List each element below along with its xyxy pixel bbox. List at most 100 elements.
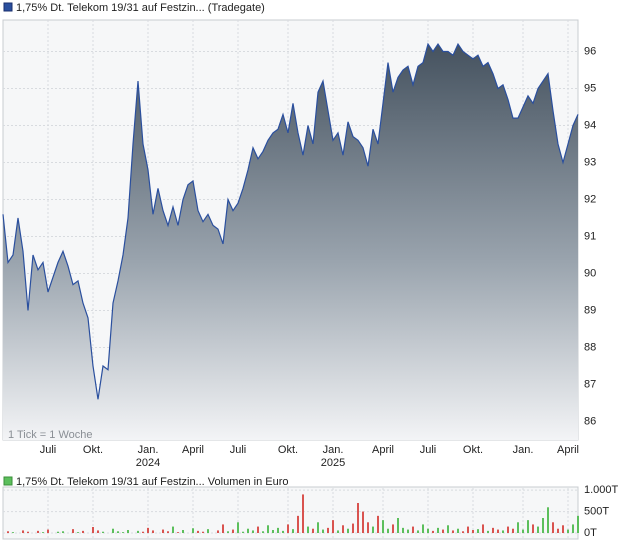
price-line bbox=[2, 42, 579, 400]
volume-bar bbox=[292, 529, 294, 533]
volume-bar bbox=[117, 531, 119, 533]
volume-bar bbox=[552, 522, 554, 533]
volume-bar bbox=[417, 530, 419, 533]
y-tick-label: 86 bbox=[584, 415, 596, 427]
volume-bar bbox=[197, 530, 199, 533]
volume-bar bbox=[192, 528, 194, 533]
volume-bar bbox=[222, 524, 224, 533]
x-tick-label: Juli bbox=[230, 444, 247, 456]
volume-bar bbox=[377, 515, 379, 533]
volume-bar bbox=[457, 528, 459, 533]
volume-bar bbox=[227, 531, 229, 533]
y-tick-label: 94 bbox=[584, 119, 596, 131]
volume-bar bbox=[362, 511, 364, 533]
volume-bar bbox=[102, 531, 104, 533]
volume-bar bbox=[527, 520, 529, 533]
volume-bar bbox=[347, 528, 349, 533]
volume-bar bbox=[522, 529, 524, 533]
price-area bbox=[3, 44, 578, 440]
volume-bar bbox=[422, 524, 424, 533]
volume-bar bbox=[202, 531, 204, 533]
volume-bar bbox=[12, 532, 14, 533]
volume-bar bbox=[442, 529, 444, 533]
volume-bar bbox=[47, 529, 49, 533]
volume-bar bbox=[112, 528, 114, 533]
volume-bar bbox=[217, 530, 219, 533]
volume-bar bbox=[307, 526, 309, 533]
legend-swatch bbox=[3, 476, 13, 486]
volume-bar bbox=[252, 530, 254, 533]
volume-bar bbox=[372, 526, 374, 533]
y-tick-label: 90 bbox=[584, 267, 596, 279]
x-tick-label: Juli bbox=[40, 444, 57, 456]
x-tick-label: April bbox=[182, 444, 204, 456]
volume-bar bbox=[22, 530, 24, 533]
volume-bar bbox=[567, 529, 569, 533]
x-tick-label: Juli bbox=[420, 444, 437, 456]
volume-bar bbox=[517, 522, 519, 533]
volume-bar bbox=[182, 530, 184, 533]
volume-bar bbox=[557, 528, 559, 533]
volume-bar bbox=[162, 529, 164, 533]
volume-bar bbox=[542, 518, 544, 533]
y-tick-label: 89 bbox=[584, 304, 596, 316]
volume-bar bbox=[137, 530, 139, 533]
volume-bar bbox=[467, 526, 469, 533]
volume-bar bbox=[572, 524, 574, 533]
volume-bar bbox=[507, 526, 509, 533]
volume-bar bbox=[382, 520, 384, 533]
volume-bar bbox=[357, 503, 359, 533]
volume-bar bbox=[92, 527, 94, 533]
volume-bar bbox=[397, 518, 399, 533]
volume-bar bbox=[277, 527, 279, 533]
volume-bar bbox=[267, 525, 269, 533]
volume-title: 1,75% Dt. Telekom 19/31 auf Festzin... V… bbox=[16, 476, 289, 488]
y-tick-label: 88 bbox=[584, 341, 596, 353]
volume-bar bbox=[392, 524, 394, 533]
y-tick-label: 91 bbox=[584, 230, 596, 242]
volume-bar bbox=[142, 531, 144, 533]
volume-bar bbox=[257, 526, 259, 533]
volume-bar bbox=[312, 528, 314, 533]
volume-bar bbox=[262, 531, 264, 533]
volume-bar bbox=[297, 515, 299, 533]
volume-bar bbox=[317, 522, 319, 533]
volume-bar bbox=[322, 529, 324, 533]
volume-bar bbox=[27, 531, 29, 533]
volume-bar bbox=[437, 527, 439, 533]
volume-bar bbox=[487, 530, 489, 533]
volume-bar bbox=[482, 524, 484, 533]
volume-bar bbox=[82, 530, 84, 533]
volume-bar bbox=[77, 532, 79, 533]
legend-swatch bbox=[3, 2, 13, 12]
volume-bar bbox=[282, 530, 284, 533]
volume-bar bbox=[152, 530, 154, 533]
volume-bar bbox=[287, 524, 289, 533]
volume-bar bbox=[332, 520, 334, 533]
volume-bar bbox=[402, 527, 404, 533]
volume-bar bbox=[337, 530, 339, 533]
y-tick-label: 92 bbox=[584, 193, 596, 205]
volume-bar bbox=[37, 530, 39, 533]
chart-title: 1,75% Dt. Telekom 19/31 auf Festzin... (… bbox=[16, 2, 265, 14]
x-tick-label: Okt. bbox=[463, 444, 483, 456]
x-tick-label: April bbox=[372, 444, 394, 456]
volume-bar bbox=[427, 528, 429, 533]
volume-bar bbox=[207, 529, 209, 533]
volume-bar bbox=[62, 531, 64, 533]
volume-bar bbox=[497, 529, 499, 533]
y-tick-label: 87 bbox=[584, 378, 596, 390]
volume-bar bbox=[512, 528, 514, 533]
volume-bar bbox=[407, 529, 409, 533]
volume-bar bbox=[537, 526, 539, 533]
volume-bar bbox=[167, 531, 169, 533]
volume-bar bbox=[492, 527, 494, 533]
volume-bar bbox=[42, 532, 44, 533]
volume-bar bbox=[242, 531, 244, 533]
x-year-label: 2025 bbox=[321, 457, 345, 469]
note: 1 Tick = 1 Woche bbox=[8, 429, 92, 441]
volume-bar bbox=[387, 528, 389, 533]
x-year-label: 2024 bbox=[136, 457, 160, 469]
volume-bar bbox=[72, 529, 74, 533]
